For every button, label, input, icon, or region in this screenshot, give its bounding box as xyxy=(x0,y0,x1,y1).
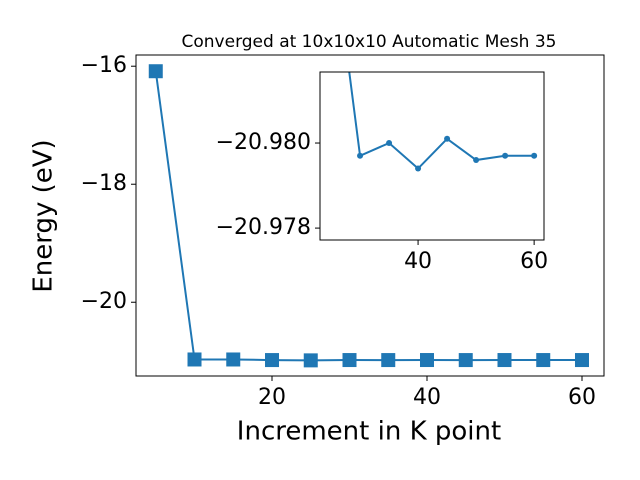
x-tick-label: 40 xyxy=(404,249,432,274)
y-tick-label: −20.978 xyxy=(216,215,311,240)
data-point xyxy=(386,140,393,147)
data-point xyxy=(265,353,280,368)
plot-area xyxy=(348,72,538,172)
data-point xyxy=(148,64,163,79)
data-line xyxy=(348,72,535,170)
y-tick-label: −16 xyxy=(81,53,127,78)
chart-title: Converged at 10x10x10 Automatic Mesh 35 xyxy=(182,32,557,52)
x-tick-label: 60 xyxy=(568,385,596,410)
data-point xyxy=(415,165,422,172)
data-point xyxy=(226,352,241,367)
data-point xyxy=(381,353,396,368)
data-point xyxy=(574,353,589,368)
data-point xyxy=(531,152,538,159)
data-point xyxy=(357,152,364,159)
data-point xyxy=(303,353,318,368)
data-point xyxy=(473,157,480,164)
data-point xyxy=(497,353,512,368)
data-point xyxy=(419,353,434,368)
x-axis-label: Increment in K point xyxy=(237,417,501,447)
data-point xyxy=(342,353,357,368)
plot-area xyxy=(148,64,589,368)
data-point xyxy=(536,353,551,368)
y-tick-label: −20.980 xyxy=(216,130,311,155)
y-axis-label: Energy (eV) xyxy=(29,139,59,292)
plot-frame xyxy=(319,71,545,241)
data-point xyxy=(187,352,202,367)
y-tick-label: −18 xyxy=(81,171,127,196)
data-point xyxy=(502,152,509,159)
y-tick-label: −20 xyxy=(81,289,127,314)
plot-frame xyxy=(135,54,605,377)
x-tick-label: 60 xyxy=(520,249,548,274)
x-tick-label: 20 xyxy=(258,385,286,410)
data-point xyxy=(444,135,451,142)
x-tick-label: 40 xyxy=(413,385,441,410)
data-point xyxy=(458,353,473,368)
